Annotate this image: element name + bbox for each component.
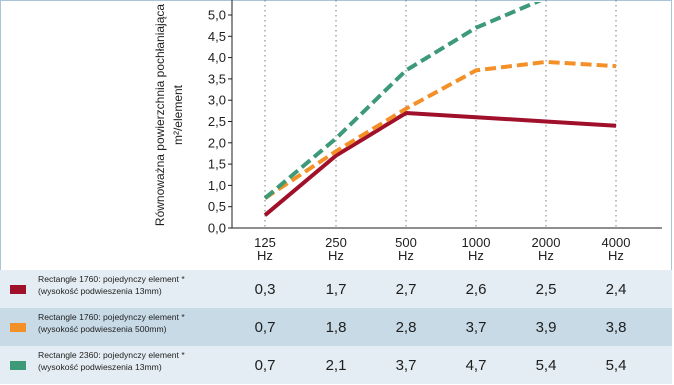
y-tick-label: 2,5 xyxy=(208,114,226,129)
value-cell: 5,4 xyxy=(535,357,557,374)
series-note: (wysokość podwieszenia 500mm) xyxy=(38,324,167,334)
x-tick-label: 4000 xyxy=(602,235,631,250)
x-tick-unit: Hz xyxy=(328,248,344,263)
y-tick-label: 1,5 xyxy=(208,157,226,172)
legend-row: Rectangle 2360: pojedynczy element * (wy… xyxy=(0,346,672,384)
y-tick-label: 3,5 xyxy=(208,71,226,86)
x-tick-unit: Hz xyxy=(398,248,414,263)
value-cell: 4,7 xyxy=(465,357,487,374)
value-cell: 0,3 xyxy=(254,281,276,298)
x-tick-label: 1000 xyxy=(462,235,491,250)
value-cell: 2,7 xyxy=(395,281,417,298)
x-tick-unit: Hz xyxy=(257,248,273,263)
value-cell: 2,1 xyxy=(325,357,347,374)
y-tick-label: 1,0 xyxy=(208,178,226,193)
x-tick-label: 250 xyxy=(325,235,347,250)
value-cell: 3,7 xyxy=(395,357,417,374)
value-cell: 1,7 xyxy=(325,281,347,298)
value-cell: 1,8 xyxy=(325,319,347,336)
x-tick-label: 125 xyxy=(254,235,276,250)
y-tick-label: 4,5 xyxy=(208,29,226,44)
y-tick-label: 4,0 xyxy=(208,50,226,65)
series-name: Rectangle 1760: pojedynczy element * xyxy=(38,312,185,322)
x-tick-unit: Hz xyxy=(608,248,624,263)
y-tick-label: 0,0 xyxy=(208,221,226,236)
legend-row: Rectangle 1760: pojedynczy element * (wy… xyxy=(0,308,672,346)
series-note: (wysokość podwieszenia 13mm) xyxy=(38,362,162,372)
series-label: Rectangle 1760: pojedynczy element * (wy… xyxy=(38,311,238,335)
series-swatch xyxy=(10,323,26,332)
series-line-1 xyxy=(263,111,617,217)
legend-row: Rectangle 1760: pojedynczy element * (wy… xyxy=(0,270,672,308)
x-tick-unit: Hz xyxy=(468,248,484,263)
y-tick-label: 5,0 xyxy=(208,8,226,23)
y-tick-label: 3,0 xyxy=(208,93,226,108)
value-cell: 3,8 xyxy=(605,319,627,336)
value-cell: 2,4 xyxy=(605,281,627,298)
value-cell: 2,8 xyxy=(395,319,417,336)
series-line-3 xyxy=(263,2,542,200)
series-name: Rectangle 1760: pojedynczy element * xyxy=(38,274,185,284)
series-label: Rectangle 1760: pojedynczy element * (wy… xyxy=(38,273,238,297)
series-line-2 xyxy=(263,59,617,200)
x-tick-label: 500 xyxy=(395,235,417,250)
y-tick-label: 2,0 xyxy=(208,135,226,150)
legend-table: Rectangle 1760: pojedynczy element * (wy… xyxy=(0,270,672,384)
value-cell: 0,7 xyxy=(254,319,276,336)
value-cell: 3,7 xyxy=(465,319,487,336)
value-cell: 5,4 xyxy=(605,357,627,374)
value-cell: 0,7 xyxy=(254,357,276,374)
value-cell: 3,9 xyxy=(535,319,557,336)
series-swatch xyxy=(10,285,26,294)
series-swatch xyxy=(10,361,26,370)
series-label: Rectangle 2360: pojedynczy element * (wy… xyxy=(38,349,238,373)
series-note: (wysokość podwieszenia 13mm) xyxy=(38,286,162,296)
x-tick-label: 2000 xyxy=(532,235,561,250)
x-tick-unit: Hz xyxy=(538,248,554,263)
y-tick-label: 0,5 xyxy=(208,199,226,214)
series-name: Rectangle 2360: pojedynczy element * xyxy=(38,350,185,360)
value-cell: 2,6 xyxy=(465,281,487,298)
value-cell: 2,5 xyxy=(535,281,557,298)
line-chart: 0,00,51,01,52,02,53,03,54,04,55,0125Hz25… xyxy=(208,0,662,263)
